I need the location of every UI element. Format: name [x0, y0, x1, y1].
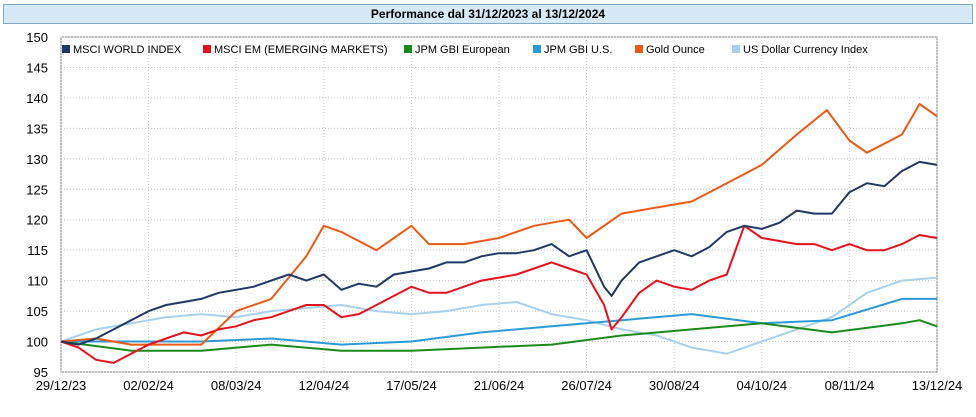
legend-swatch: [533, 45, 541, 53]
x-tick-label: 08/11/24: [825, 378, 875, 393]
legend-swatch: [404, 45, 412, 53]
y-tick-label: 140: [26, 91, 48, 106]
x-tick-label: 04/10/24: [736, 378, 787, 393]
legend-swatch: [732, 45, 740, 53]
x-tick-label: 29/12/23: [36, 378, 87, 393]
y-tick-label: 135: [26, 121, 48, 136]
series-line-gold-ounce: [60, 103, 938, 346]
y-tick-label: 95: [34, 365, 48, 380]
y-tick-label: 125: [26, 182, 48, 197]
legend-label: MSCI WORLD INDEX: [73, 44, 182, 56]
y-tick-label: 100: [26, 335, 48, 350]
x-tick-label: 30/08/24: [649, 378, 700, 393]
y-tick-label: 130: [26, 152, 48, 167]
x-tick-label: 12/04/24: [298, 378, 349, 393]
y-tick-label: 150: [26, 30, 48, 45]
x-tick-label: 21/06/24: [474, 378, 525, 393]
y-tick-label: 110: [27, 274, 48, 289]
x-tick-label: 08/03/24: [211, 378, 262, 393]
axes: 95 100 105 110 115 120 125 130 135 140 145 150 29/12…: [26, 30, 962, 393]
series-line-jpm-gbi-u-s: [61, 297, 937, 346]
chart-title: Performance dal 31/12/2023 al 13/12/2024: [3, 4, 973, 24]
legend-label: MSCI EM (EMERGING MARKETS): [214, 44, 388, 56]
series-line-jpm-gbi-european: [60, 319, 938, 352]
x-tick-label: 02/02/24: [123, 378, 174, 393]
x-tick-label: 17/05/24: [386, 378, 437, 393]
series-line-us-dollar-currency-index: [60, 276, 938, 355]
legend-label: JPM GBI European: [415, 44, 510, 56]
x-tick-label: 13/12/24: [912, 378, 963, 393]
legend-label: JPM GBI U.S.: [544, 44, 612, 56]
legend: MSCI WORLD INDEX MSCI EM (EMERGING MARKET…: [62, 44, 868, 56]
y-tick-label: 145: [26, 60, 48, 75]
legend-swatch: [62, 45, 70, 53]
x-tick-label: 26/07/24: [561, 378, 612, 393]
series-line-msci-em-emerging-markets: [60, 224, 938, 364]
y-tick-label: 115: [27, 243, 48, 258]
series-lines: [60, 103, 938, 364]
legend-label: Gold Ounce: [646, 44, 705, 56]
legend-swatch: [203, 45, 211, 53]
y-tick-label: 120: [26, 213, 48, 228]
y-tick-label: 105: [26, 304, 48, 319]
series-line-msci-world-index: [60, 160, 938, 346]
legend-swatch: [635, 45, 643, 53]
grid: [60, 36, 938, 373]
legend-label: US Dollar Currency Index: [743, 44, 868, 56]
